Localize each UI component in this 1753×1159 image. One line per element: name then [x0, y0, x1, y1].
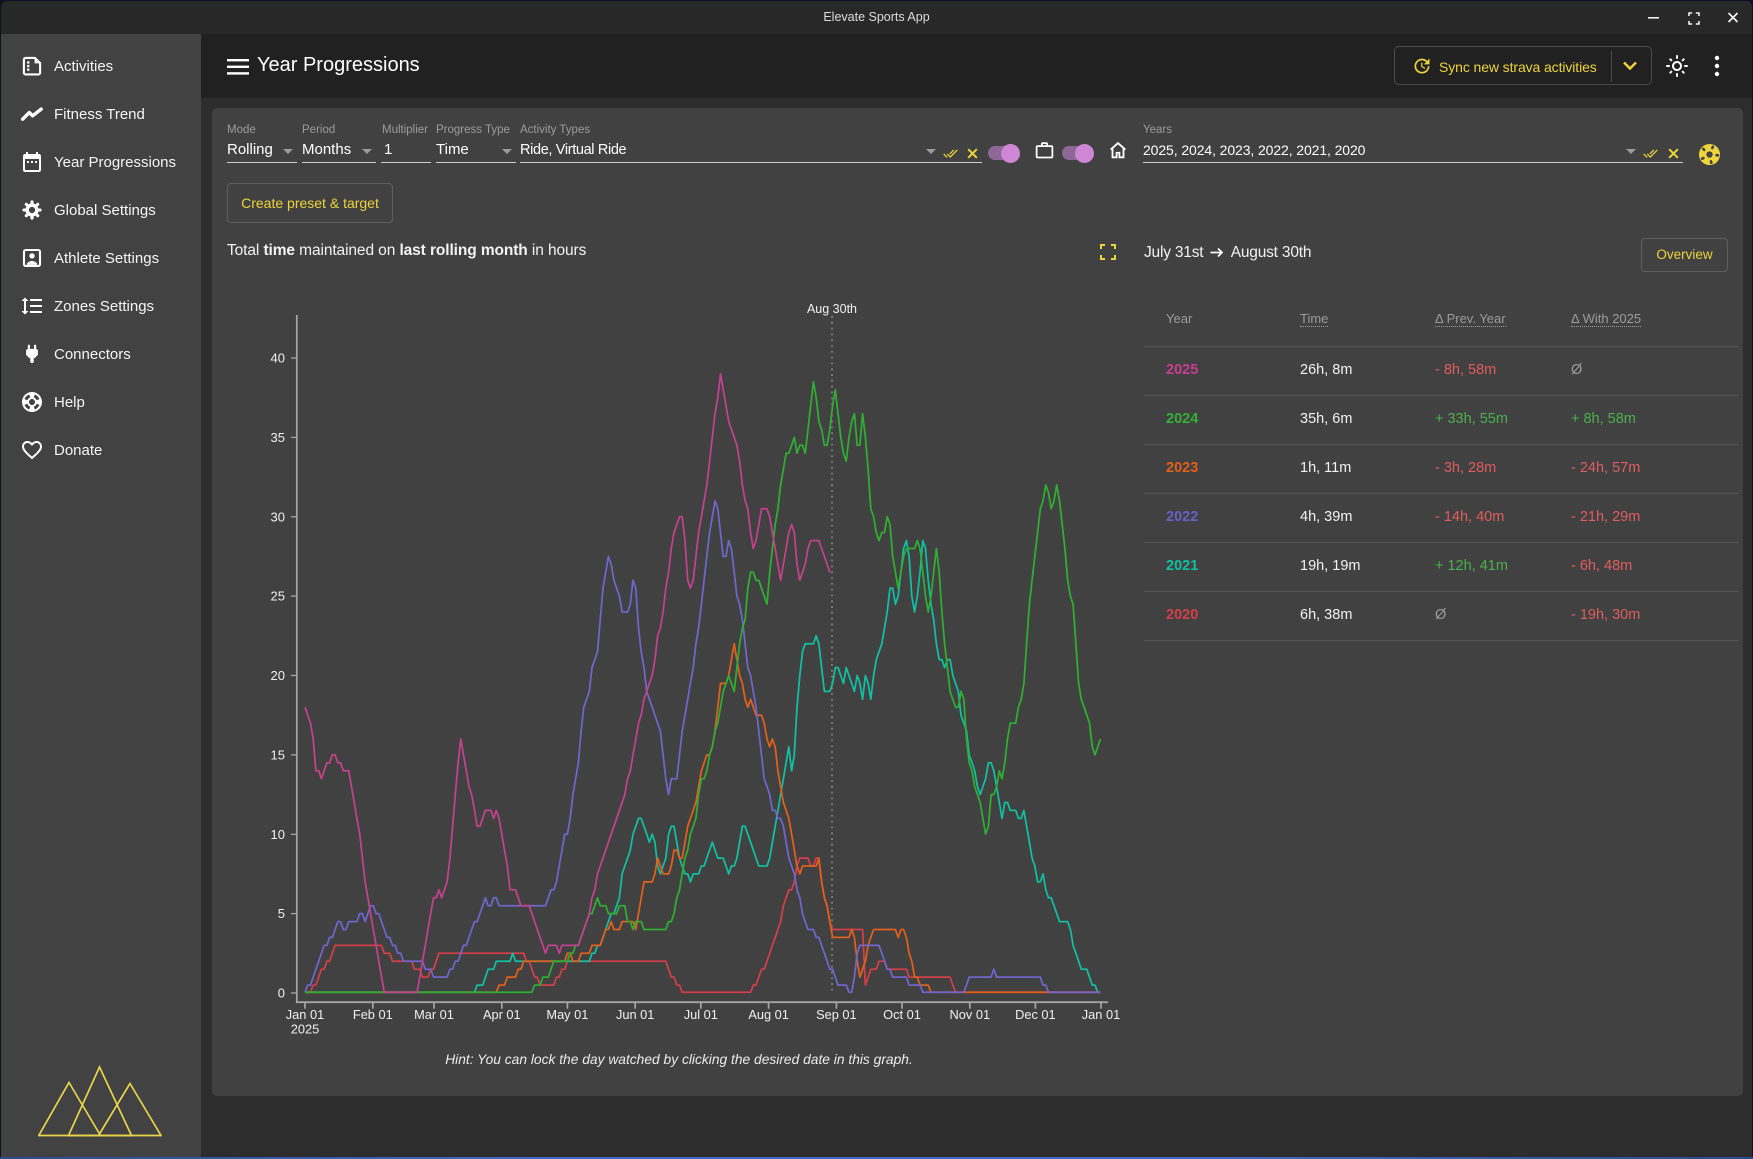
- svg-text:Apr 01: Apr 01: [483, 1007, 521, 1022]
- svg-text:5: 5: [278, 906, 285, 921]
- svg-text:25: 25: [271, 589, 285, 604]
- svg-text:Sep 01: Sep 01: [816, 1007, 857, 1022]
- svg-text:May 01: May 01: [546, 1007, 588, 1022]
- svg-text:2025: 2025: [291, 1022, 319, 1037]
- svg-text:10: 10: [271, 827, 285, 842]
- svg-text:Aug 01: Aug 01: [748, 1007, 789, 1022]
- svg-text:Jul 01: Jul 01: [684, 1007, 718, 1022]
- svg-text:Nov 01: Nov 01: [950, 1007, 991, 1022]
- svg-text:Hint: You can lock the day wat: Hint: You can lock the day watched by cl…: [445, 1052, 913, 1067]
- svg-text:0: 0: [278, 986, 285, 1001]
- svg-text:Dec 01: Dec 01: [1015, 1007, 1056, 1022]
- svg-text:Aug 30th: Aug 30th: [807, 302, 857, 316]
- svg-text:20: 20: [271, 668, 285, 683]
- svg-text:Jun 01: Jun 01: [616, 1007, 654, 1022]
- svg-text:Feb 01: Feb 01: [353, 1007, 393, 1022]
- svg-text:Oct 01: Oct 01: [883, 1007, 921, 1022]
- svg-text:35: 35: [271, 430, 285, 445]
- svg-text:15: 15: [271, 747, 285, 762]
- svg-text:Jan 01: Jan 01: [1082, 1007, 1120, 1022]
- svg-text:40: 40: [271, 351, 285, 366]
- svg-text:Jan 01: Jan 01: [286, 1007, 324, 1022]
- svg-text:30: 30: [271, 509, 285, 524]
- svg-text:Mar 01: Mar 01: [414, 1007, 454, 1022]
